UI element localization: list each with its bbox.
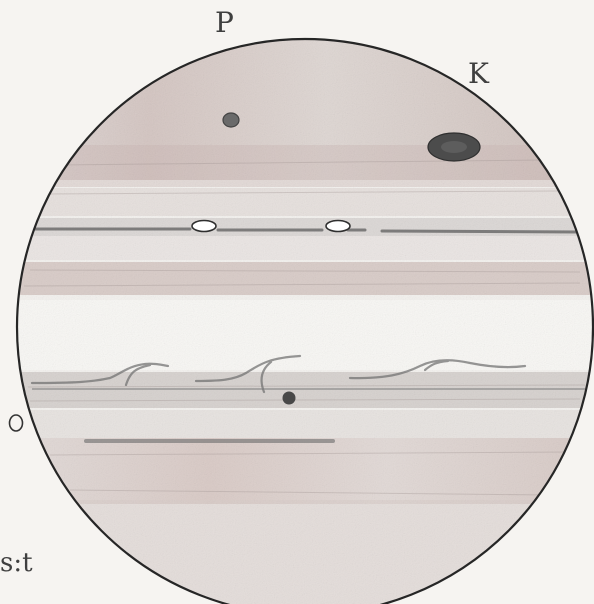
north-dark-belt-line	[33, 227, 582, 234]
left-white-oval	[191, 219, 217, 233]
festoon-right	[348, 359, 527, 380]
large-dark-oval-core	[441, 141, 467, 153]
planet-outline	[15, 37, 594, 604]
festoon-shapes	[30, 354, 527, 394]
right-white-oval	[325, 219, 351, 233]
moon-shadow-spot	[282, 391, 296, 405]
direction-label-k: K	[468, 57, 490, 90]
moon-symbol-left	[8, 414, 24, 432]
direction-label-p: P	[215, 6, 234, 39]
hatching-lines	[23, 159, 586, 496]
festoon-center	[194, 354, 302, 383]
handwritten-caption: s:t	[0, 548, 33, 578]
festoon-left-loop	[124, 363, 152, 387]
festoon-left	[30, 362, 170, 385]
festoon-right-loop	[423, 359, 450, 372]
small-dark-spot	[222, 112, 240, 128]
